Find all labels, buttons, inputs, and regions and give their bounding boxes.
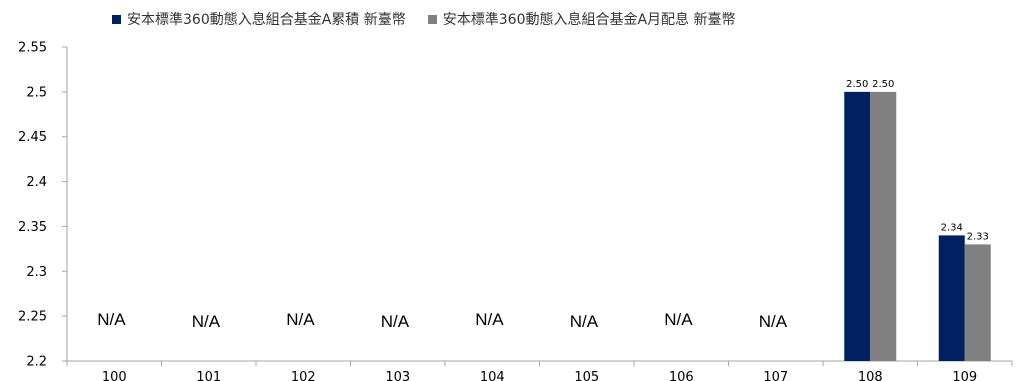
- y-tick-label: 2.4: [26, 175, 47, 190]
- y-tick-label: 2.35: [18, 220, 47, 235]
- data-label: 2.50: [846, 79, 868, 90]
- x-tick-label: 100: [102, 370, 127, 381]
- na-label: N/A: [97, 310, 126, 329]
- y-tick-label: 2.3: [26, 265, 47, 280]
- x-tick-label: 108: [858, 370, 883, 381]
- na-label: N/A: [475, 310, 504, 329]
- legend-item-accumulating: 安本標準360動態入息組合基金A累積 新臺幣: [112, 9, 406, 29]
- legend-item-monthly: 安本標準360動態入息組合基金A月配息 新臺幣: [427, 9, 736, 29]
- legend-swatch-monthly: [427, 14, 437, 24]
- data-label: 2.33: [967, 231, 989, 242]
- y-tick-label: 2.5: [26, 85, 47, 100]
- na-label: N/A: [191, 312, 221, 331]
- y-tick-label: 2.55: [18, 41, 47, 56]
- x-tick-label: 102: [291, 370, 316, 381]
- data-label: 2.50: [872, 79, 894, 90]
- legend-label-monthly: 安本標準360動態入息組合基金A月配息 新臺幣: [442, 12, 736, 28]
- na-label: N/A: [758, 312, 788, 331]
- na-label: N/A: [664, 310, 693, 329]
- na-label: N/A: [286, 310, 315, 329]
- x-tick-label: 103: [385, 370, 410, 381]
- bar-accumulating: [844, 91, 871, 361]
- bar-accumulating: [938, 235, 965, 361]
- x-tick-label: 109: [952, 370, 977, 381]
- y-tick-label: 2.25: [18, 310, 47, 325]
- x-tick-label: 106: [669, 370, 694, 381]
- bar-monthly: [964, 244, 991, 361]
- x-tick-label: 107: [763, 370, 788, 381]
- na-label: N/A: [569, 312, 599, 331]
- bar-monthly: [870, 91, 897, 361]
- x-tick-label: 104: [480, 370, 505, 381]
- x-tick-label: 105: [574, 370, 599, 381]
- y-tick-label: 2.2: [26, 355, 47, 370]
- na-label: N/A: [380, 312, 410, 331]
- legend-swatch-accumulating: [112, 14, 121, 24]
- x-tick-label: 101: [196, 370, 221, 381]
- chart-legend: 安本標準360動態入息組合基金A累積 新臺幣 安本標準360動態入息組合基金A月…: [112, 9, 758, 29]
- y-tick-label: 2.45: [18, 130, 47, 145]
- legend-label-accumulating: 安本標準360動態入息組合基金A累積 新臺幣: [127, 12, 406, 28]
- data-label: 2.34: [941, 222, 963, 233]
